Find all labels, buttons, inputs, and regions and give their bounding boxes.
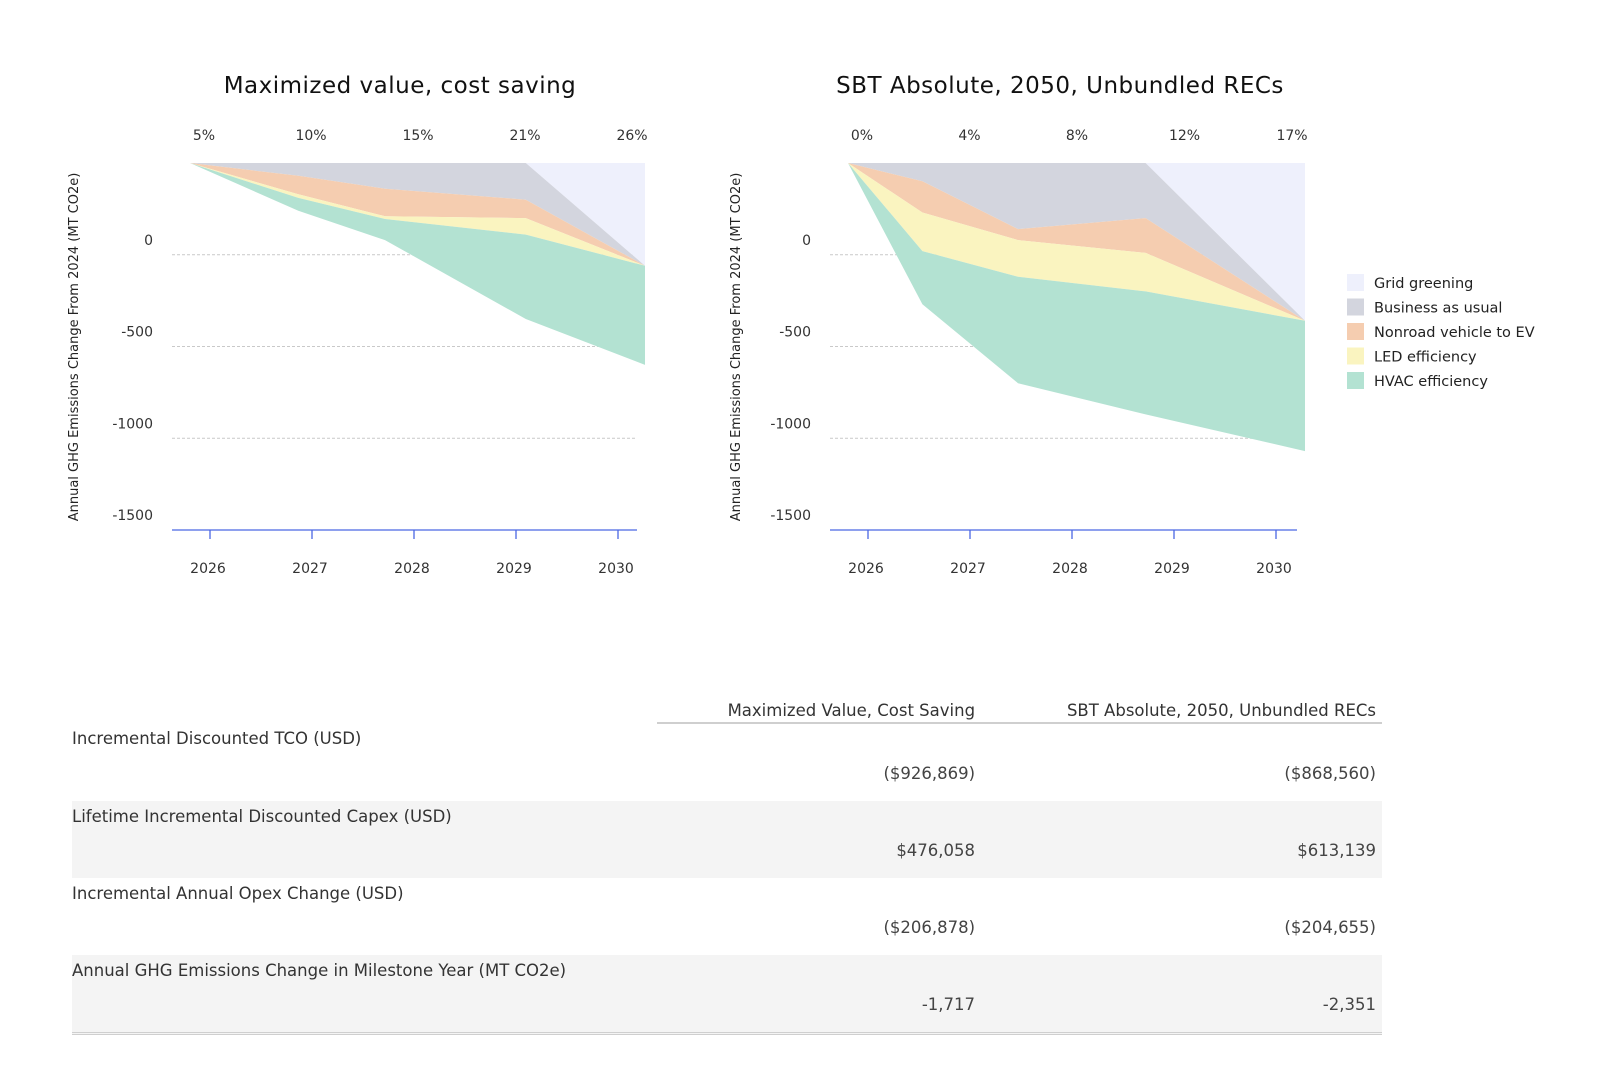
top-tick-label: 17% bbox=[1276, 128, 1307, 144]
area-series bbox=[848, 163, 1305, 452]
header-blank bbox=[72, 692, 657, 723]
legend-label: LED efficiency bbox=[1374, 350, 1477, 366]
x-tick-label: 2026 bbox=[190, 561, 226, 577]
row-label: Incremental Annual Opex Change (USD) bbox=[72, 884, 404, 903]
x-tick-label: 2026 bbox=[848, 561, 884, 577]
row-value: -2,351 bbox=[981, 955, 1382, 1035]
x-tick-label: 2028 bbox=[1052, 561, 1088, 577]
y-tick-labels: 0 -500 -1000 -1500 bbox=[112, 233, 153, 524]
area-nonroad-vehicle-to-ev bbox=[190, 163, 645, 266]
row-value: ($204,655) bbox=[1284, 918, 1376, 937]
area-grid-greening bbox=[190, 163, 645, 266]
y-tick-label: 0 bbox=[144, 233, 153, 249]
table-row: Incremental Annual Opex Change (USD) ($2… bbox=[72, 878, 1382, 955]
y-tick-label: -500 bbox=[121, 325, 153, 341]
row-label: Incremental Discounted TCO (USD) bbox=[72, 729, 362, 748]
legend-label: HVAC efficiency bbox=[1374, 374, 1488, 390]
top-tick-label: 21% bbox=[509, 128, 540, 144]
top-tick-labels: 5% 10% 15% 21% 26% bbox=[193, 128, 648, 144]
x-tick-label: 2027 bbox=[292, 561, 328, 577]
top-tick-label: 0% bbox=[851, 128, 873, 144]
row-value: ($206,878) bbox=[883, 918, 976, 937]
y-tick-label: 0 bbox=[802, 233, 811, 249]
table-row: Lifetime Incremental Discounted Capex (U… bbox=[72, 801, 1382, 878]
area-led-efficiency bbox=[848, 163, 1305, 321]
top-tick-label: 12% bbox=[1169, 128, 1200, 144]
row-label: Annual GHG Emissions Change in Milestone… bbox=[72, 955, 657, 1035]
legend-label: Grid greening bbox=[1374, 276, 1473, 292]
y-tick-label: -1000 bbox=[770, 416, 811, 432]
top-tick-label: 10% bbox=[295, 128, 326, 144]
top-tick-label: 15% bbox=[402, 128, 433, 144]
legend-label: Business as usual bbox=[1374, 301, 1502, 317]
top-tick-label: 4% bbox=[958, 128, 980, 144]
header-scenario-1: Maximized Value, Cost Saving bbox=[657, 692, 982, 724]
legend-label: Nonroad vehicle to EV bbox=[1374, 325, 1535, 341]
top-tick-labels: 0% 4% 8% 12% 17% bbox=[851, 128, 1308, 144]
table-row: Incremental Discounted TCO (USD) ($926,8… bbox=[72, 723, 1382, 801]
row-value: -1,717 bbox=[657, 955, 982, 1035]
legend-swatch bbox=[1347, 347, 1364, 365]
x-tick-label: 2030 bbox=[1256, 561, 1292, 577]
area-nonroad-vehicle-to-ev bbox=[848, 163, 1305, 321]
top-tick-label: 26% bbox=[616, 128, 647, 144]
chart-title: Maximized value, cost saving bbox=[224, 73, 577, 99]
legend-swatch bbox=[1347, 274, 1364, 291]
legend-swatch bbox=[1347, 298, 1364, 316]
row-label: Lifetime Incremental Discounted Capex (U… bbox=[72, 801, 657, 878]
row-value: $613,139 bbox=[981, 801, 1382, 878]
header-scenario-2: SBT Absolute, 2050, Unbundled RECs bbox=[981, 692, 1382, 724]
row-value: $476,058 bbox=[657, 801, 982, 878]
y-tick-label: -1500 bbox=[112, 508, 153, 524]
y-axis-label: Annual GHG Emissions Change From 2024 (M… bbox=[729, 173, 744, 522]
top-tick-label: 5% bbox=[193, 128, 215, 144]
y-axis-label: Annual GHG Emissions Change From 2024 (M… bbox=[67, 173, 82, 522]
legend: Grid greening Business as usual Nonroad ve… bbox=[1347, 274, 1535, 390]
area-grid-greening bbox=[848, 163, 1305, 321]
legend-swatch bbox=[1347, 372, 1364, 389]
area-business-as-usual bbox=[190, 163, 645, 266]
area-series bbox=[190, 163, 645, 365]
area-business-as-usual bbox=[848, 163, 1305, 321]
x-tick-label: 2029 bbox=[496, 561, 532, 577]
x-axis: 2026 2027 2028 2029 2030 bbox=[172, 529, 637, 577]
y-tick-label: -500 bbox=[779, 325, 811, 341]
chart-title: SBT Absolute, 2050, Unbundled RECs bbox=[836, 73, 1284, 99]
top-tick-label: 8% bbox=[1066, 128, 1088, 144]
x-tick-label: 2029 bbox=[1154, 561, 1190, 577]
x-axis: 2026 2027 2028 2029 2030 bbox=[830, 529, 1297, 577]
area-hvac-efficiency bbox=[190, 163, 645, 365]
legend-swatch bbox=[1347, 323, 1364, 340]
y-tick-label: -1500 bbox=[770, 508, 811, 524]
area-hvac-efficiency bbox=[848, 163, 1305, 452]
x-tick-label: 2027 bbox=[950, 561, 986, 577]
x-tick-label: 2028 bbox=[394, 561, 430, 577]
row-value: ($926,869) bbox=[883, 764, 976, 783]
row-value: ($868,560) bbox=[1284, 764, 1376, 783]
table-row: Annual GHG Emissions Change in Milestone… bbox=[72, 955, 1382, 1035]
chart-maximized-value: Maximized value, cost saving Annual GHG … bbox=[67, 73, 648, 577]
y-tick-labels: 0 -500 -1000 -1500 bbox=[770, 233, 811, 524]
x-tick-label: 2030 bbox=[598, 561, 634, 577]
charts-area: Maximized value, cost saving Annual GHG … bbox=[67, 73, 1535, 577]
summary-table: Maximized Value, Cost Saving SBT Absolut… bbox=[72, 692, 1382, 1035]
chart-sbt-absolute: SBT Absolute, 2050, Unbundled RECs Annua… bbox=[729, 73, 1308, 577]
y-tick-label: -1000 bbox=[112, 416, 153, 432]
